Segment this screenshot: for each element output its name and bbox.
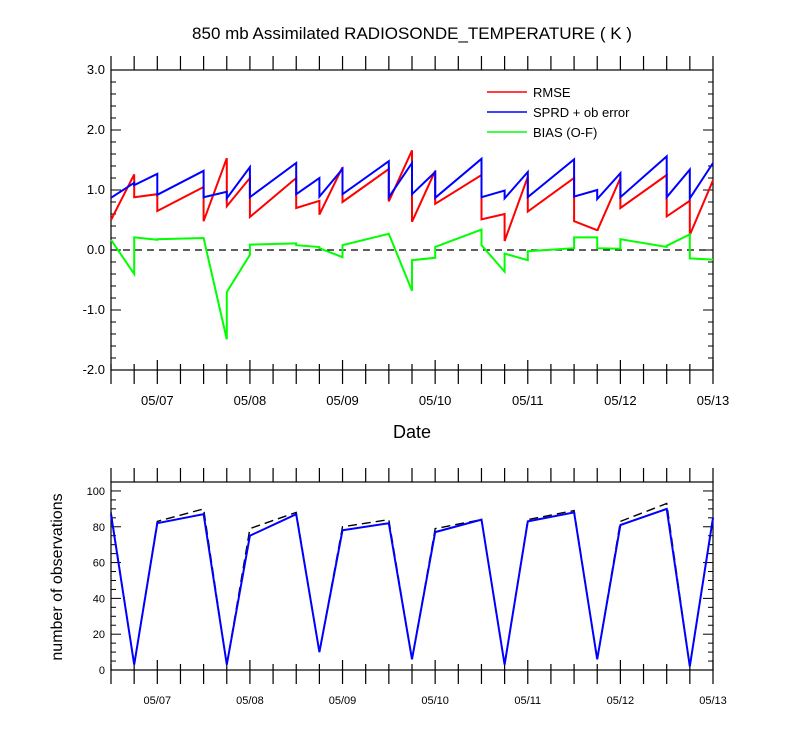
y-tick-label: 0.0 [87, 242, 105, 257]
x-tick-label: 05/07 [144, 695, 172, 707]
top-chart: -2.0 -1.0 0.0 1.0 2.0 3.0 05/07 05/08 05/09 05/10… [83, 56, 730, 408]
y-tick-label: 80 [93, 522, 105, 534]
y-tick-label: 2.0 [87, 122, 105, 137]
legend: RMSE SPRD + ob error BIAS (O-F) [487, 85, 630, 140]
x-tick-label: 05/08 [236, 695, 264, 707]
series-line-bias-o-f [110, 228, 714, 340]
series-line-assimilated [110, 507, 714, 667]
series-line-possible [110, 502, 714, 667]
bottom-chart: 0 20 40 60 80 100 05/07 05/08 05/09 05/10 05/11 05/… [87, 468, 727, 707]
y-tick-label: 100 [87, 486, 105, 498]
x-tick-label: 05/13 [697, 393, 730, 408]
x-tick-label: 05/11 [512, 393, 544, 408]
y-tick-label: -2.0 [83, 362, 105, 377]
x-tick-label: 05/13 [699, 695, 727, 707]
y-tick-label: 3.0 [87, 62, 105, 77]
x-tick-label: 05/09 [329, 695, 357, 707]
series-line-sprd-ob-error [110, 154, 714, 202]
top-chart-xlabel: Date [393, 422, 431, 442]
x-tick-label: 05/12 [607, 695, 635, 707]
x-tick-label: 05/08 [234, 393, 267, 408]
x-tick-label: 05/11 [514, 695, 541, 707]
x-tick-label: 05/12 [604, 393, 637, 408]
top-chart-title: 850 mb Assimilated RADIOSONDE_TEMPERATUR… [192, 24, 632, 43]
legend-label-bias: BIAS (O-F) [533, 125, 597, 140]
y-tick-label: 40 [93, 593, 105, 605]
y-tick-label: 1.0 [87, 182, 105, 197]
y-tick-label: 60 [93, 558, 105, 570]
x-tick-label: 05/07 [141, 393, 174, 408]
x-tick-label: 05/09 [326, 393, 359, 408]
y-tick-label: 20 [93, 629, 105, 641]
x-tick-label: 05/10 [419, 393, 452, 408]
y-tick-label: 0 [99, 665, 105, 677]
legend-label-sprd: SPRD + ob error [533, 105, 630, 120]
legend-label-rmse: RMSE [533, 85, 571, 100]
bottom-chart-ylabel: number of observations [49, 493, 66, 660]
y-tick-label: -1.0 [83, 302, 105, 317]
x-tick-label: 05/10 [421, 695, 449, 707]
